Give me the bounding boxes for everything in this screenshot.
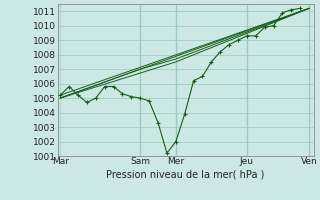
X-axis label: Pression niveau de la mer( hPa ): Pression niveau de la mer( hPa ) <box>107 169 265 179</box>
